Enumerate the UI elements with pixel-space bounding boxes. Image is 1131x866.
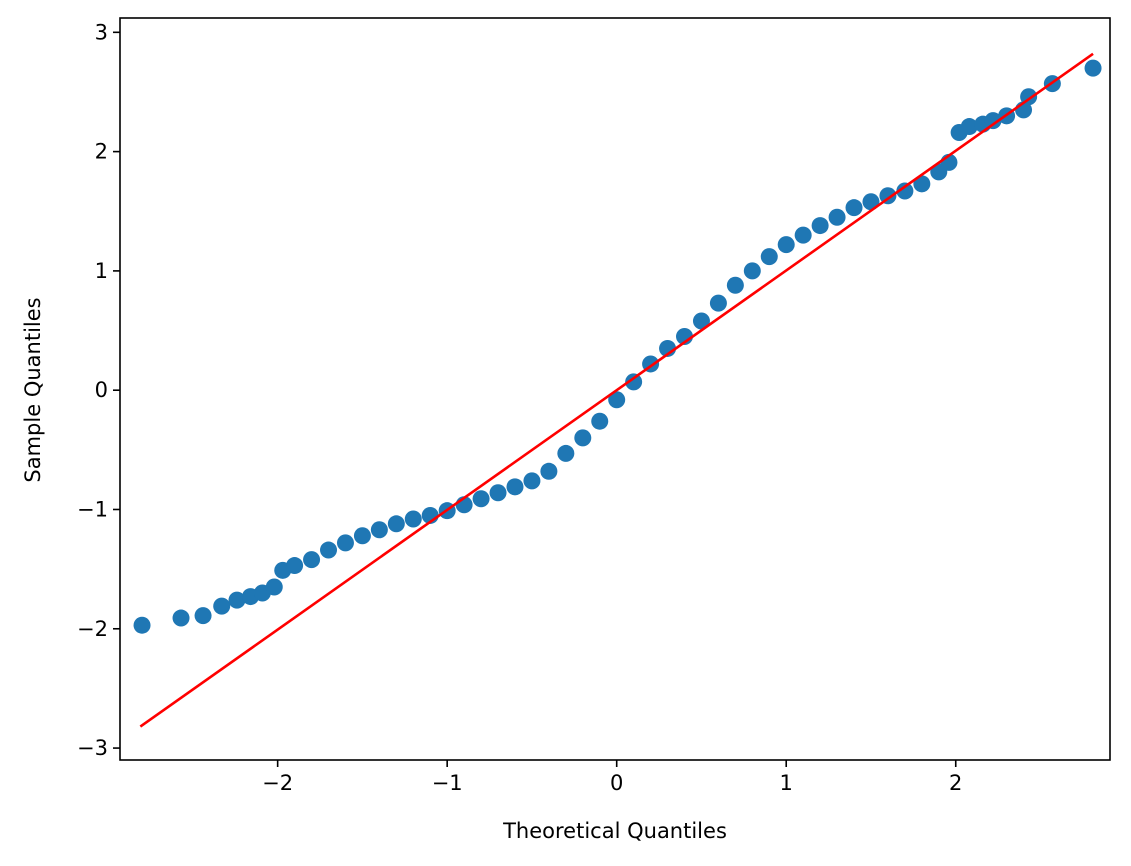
point (370, 521, 388, 539)
point (862, 193, 880, 211)
point (172, 609, 190, 627)
y-axis-label: Sample Quantiles (21, 297, 45, 482)
point (709, 294, 727, 312)
point (133, 616, 151, 634)
point (984, 112, 1002, 130)
point (353, 527, 371, 545)
point (286, 557, 304, 575)
point (828, 208, 846, 226)
point (1084, 59, 1102, 77)
y-tick-label: −1 (77, 497, 108, 521)
point (574, 429, 592, 447)
point (523, 472, 541, 490)
point (777, 236, 795, 254)
point (387, 515, 405, 533)
point (726, 276, 744, 294)
point (794, 226, 812, 244)
point (213, 597, 231, 615)
point (608, 391, 626, 409)
point (960, 118, 978, 136)
x-tick-label: −2 (262, 771, 293, 795)
point (336, 534, 354, 552)
y-tick-label: −3 (77, 736, 108, 760)
x-tick-label: −1 (432, 771, 463, 795)
point (228, 591, 246, 609)
reference-line (139, 52, 1094, 728)
point (743, 262, 761, 280)
y-tick-label: 1 (95, 259, 108, 283)
point (811, 217, 829, 235)
point (557, 444, 575, 462)
point (845, 199, 863, 217)
x-tick-label: 2 (949, 771, 962, 795)
point (896, 182, 914, 200)
point (913, 175, 931, 193)
point (879, 187, 897, 205)
point (692, 312, 710, 330)
x-tick-label: 1 (780, 771, 793, 795)
point (760, 248, 778, 266)
point (591, 412, 609, 430)
point (540, 462, 558, 480)
plot-frame (119, 17, 1111, 761)
y-tick-label: 2 (95, 140, 108, 164)
point (265, 578, 283, 596)
point (625, 373, 643, 391)
y-tick-label: 0 (95, 378, 108, 402)
point (489, 484, 507, 502)
y-tick-label: 3 (95, 20, 108, 44)
point (320, 541, 338, 559)
point (404, 510, 422, 528)
point (194, 607, 212, 625)
x-tick-label: 0 (610, 771, 623, 795)
point (472, 490, 490, 508)
x-axis-label: Theoretical Quantiles (502, 819, 727, 843)
point (506, 478, 524, 496)
point (303, 551, 321, 569)
y-tick-label: −2 (77, 617, 108, 641)
